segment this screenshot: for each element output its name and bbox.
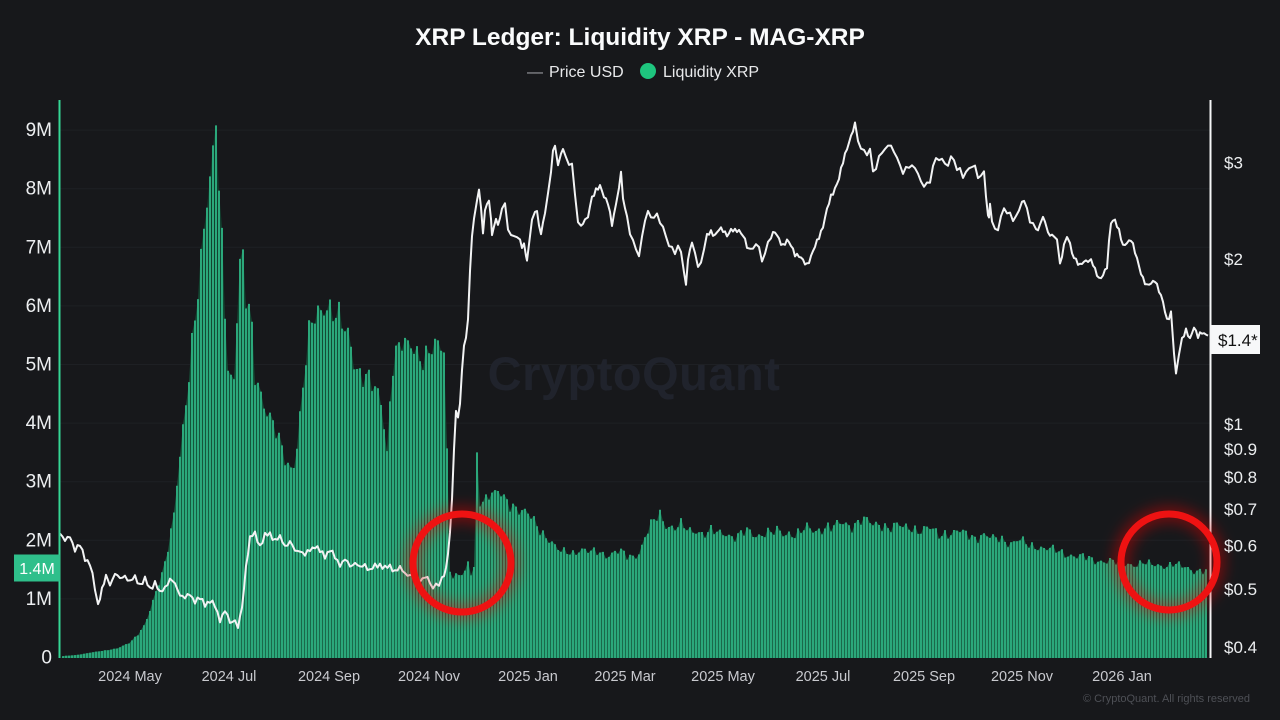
svg-text:2025 Jul: 2025 Jul [796, 669, 851, 685]
svg-text:XRP Ledger: Liquidity XRP - MA: XRP Ledger: Liquidity XRP - MAG-XRP [415, 24, 865, 51]
svg-text:2024 Nov: 2024 Nov [398, 669, 461, 685]
svg-text:$0.7: $0.7 [1224, 500, 1257, 519]
svg-text:2024 Sep: 2024 Sep [298, 669, 360, 685]
svg-text:Price USD: Price USD [549, 64, 624, 81]
svg-text:8M: 8M [26, 179, 52, 200]
svg-text:$1.4*: $1.4* [1218, 331, 1258, 350]
svg-text:$0.5: $0.5 [1224, 580, 1257, 599]
svg-text:5M: 5M [26, 355, 52, 376]
svg-text:2024 May: 2024 May [98, 669, 162, 685]
svg-text:7M: 7M [26, 237, 52, 258]
svg-text:0: 0 [41, 648, 52, 669]
svg-text:$3: $3 [1224, 154, 1243, 173]
svg-text:Liquidity XRP: Liquidity XRP [663, 64, 759, 81]
svg-text:$0.6: $0.6 [1224, 537, 1257, 556]
svg-text:2025 Sep: 2025 Sep [893, 669, 955, 685]
svg-text:$1: $1 [1224, 415, 1243, 434]
svg-text:3M: 3M [26, 472, 52, 493]
svg-text:$0.9: $0.9 [1224, 440, 1257, 459]
svg-text:2025 May: 2025 May [691, 669, 755, 685]
svg-text:2025 Jan: 2025 Jan [498, 669, 558, 685]
svg-text:$0.4: $0.4 [1224, 638, 1257, 657]
svg-text:2026 Jan: 2026 Jan [1092, 669, 1152, 685]
svg-text:9M: 9M [26, 120, 52, 141]
svg-text:© CryptoQuant. All rights rese: © CryptoQuant. All rights reserved [1083, 693, 1250, 705]
svg-text:2025 Nov: 2025 Nov [991, 669, 1054, 685]
svg-text:2025 Mar: 2025 Mar [594, 669, 655, 685]
svg-text:1M: 1M [26, 589, 52, 610]
svg-text:1.4M: 1.4M [19, 561, 55, 578]
svg-text:2024 Jul: 2024 Jul [202, 669, 257, 685]
svg-text:$2: $2 [1224, 250, 1243, 269]
svg-text:$0.8: $0.8 [1224, 468, 1257, 487]
svg-text:6M: 6M [26, 296, 52, 317]
svg-text:4M: 4M [26, 413, 52, 434]
svg-text:CryptoQuant: CryptoQuant [488, 347, 781, 400]
svg-text:—: — [527, 64, 543, 81]
svg-text:2M: 2M [26, 530, 52, 551]
